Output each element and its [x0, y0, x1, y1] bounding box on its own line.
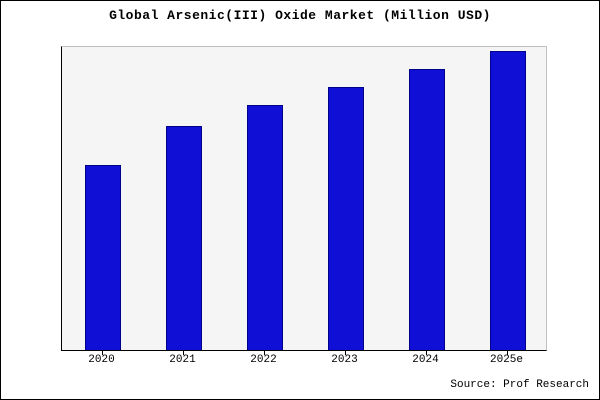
- x-tick-label-2020: 2020: [88, 354, 115, 366]
- x-tick-mark: [101, 351, 103, 355]
- x-tick-mark: [182, 351, 184, 355]
- chart-title: Global Arsenic(III) Oxide Market (Millio…: [109, 8, 491, 23]
- x-tick-label-2024: 2024: [412, 354, 439, 366]
- plot-area: [61, 46, 547, 351]
- x-tick-mark: [344, 351, 346, 355]
- x-tick-mark: [263, 351, 265, 355]
- x-tick-mark: [506, 351, 508, 355]
- x-tick-mark: [425, 351, 427, 355]
- bar-2022: [246, 105, 283, 350]
- bar-2020: [84, 165, 121, 350]
- bar-2025e: [489, 51, 526, 350]
- source-note: Source: Prof Research: [450, 379, 589, 391]
- bar-2023: [327, 87, 364, 350]
- bar-2024: [408, 69, 445, 350]
- x-tick-label-2025e: 2025e: [489, 354, 524, 366]
- x-axis-labels: 2020 2021 2022 2023 2024 2025e: [61, 354, 547, 370]
- x-tick-label-2022: 2022: [250, 354, 277, 366]
- x-tick-label-2021: 2021: [169, 354, 196, 366]
- x-tick-label-2023: 2023: [331, 354, 358, 366]
- bar-2021: [165, 126, 202, 350]
